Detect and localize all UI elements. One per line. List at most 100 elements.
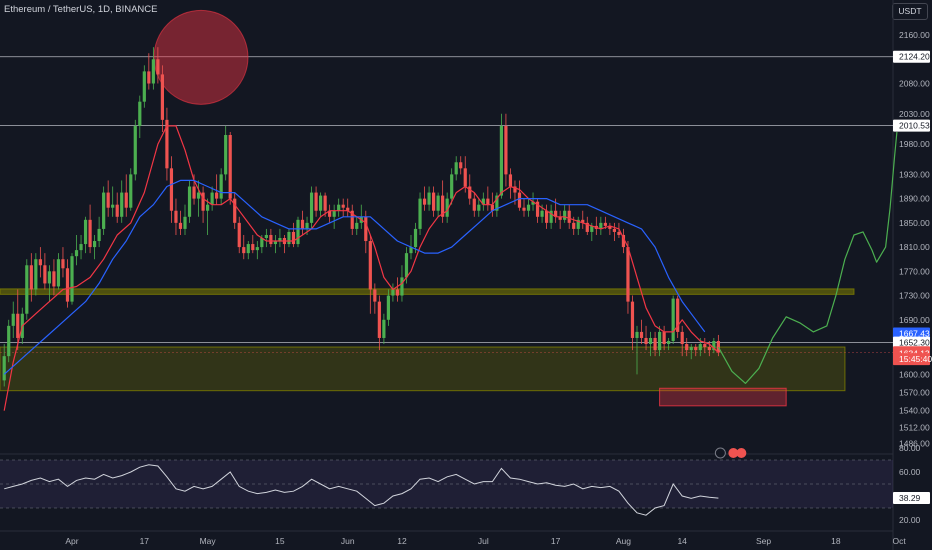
candle-body: [332, 210, 336, 217]
candle-body: [454, 162, 458, 175]
candle-body: [707, 347, 711, 351]
candle-body: [581, 219, 585, 223]
time-tick-label: 18: [831, 536, 841, 546]
candle-body: [427, 192, 431, 205]
candle-body: [653, 337, 657, 351]
candle-body: [88, 219, 92, 248]
ma-fast-line: [3, 125, 719, 411]
candle-body: [38, 259, 42, 266]
forecast-path: [717, 131, 898, 384]
candle-body: [251, 244, 255, 251]
candle-body: [445, 198, 449, 217]
candle-body: [400, 277, 404, 296]
candle-body: [346, 207, 350, 211]
candle-body: [694, 347, 698, 351]
candle-body: [25, 265, 29, 314]
time-tick-label: 17: [140, 536, 150, 546]
candle-body: [648, 337, 653, 345]
time-tick-label: Apr: [65, 536, 78, 546]
rsi-tick-label: 20.00: [899, 515, 921, 525]
event-icons: [714, 447, 747, 459]
time-tick-label: Oct: [893, 536, 907, 546]
candle-body: [129, 174, 133, 208]
candle-body: [549, 210, 553, 223]
rsi-value-box: [893, 492, 930, 505]
candle-body: [196, 192, 201, 199]
candle-body: [386, 295, 390, 320]
candle-body: [273, 241, 277, 245]
time-axis: Apr17May15Jun12Jul17Aug14Sep18Oct16: [65, 536, 907, 546]
price-label-text: 1652.30: [899, 338, 930, 348]
candle-body: [685, 344, 689, 351]
candle-body: [147, 71, 151, 84]
candle-body: [644, 337, 648, 345]
price-tick-label: 2160.00: [899, 30, 930, 40]
candle-body: [377, 301, 381, 338]
candle-body: [83, 219, 88, 245]
price-label-text: 15:45:40: [899, 354, 932, 364]
candle-body: [156, 59, 160, 75]
candle-body: [662, 331, 666, 345]
candle-body: [468, 186, 472, 199]
candle-body: [436, 195, 440, 211]
candle-body: [486, 198, 490, 205]
candle-body: [603, 222, 607, 226]
candle-body: [305, 222, 309, 229]
candle-body: [572, 222, 576, 229]
candle-body: [264, 234, 268, 238]
candle-body: [52, 271, 56, 287]
candle-body: [228, 135, 232, 199]
candle-body: [567, 210, 571, 223]
candle-body: [671, 298, 675, 341]
time-tick-label: Aug: [616, 536, 631, 546]
candle-body: [554, 210, 558, 217]
candle-body: [391, 289, 395, 296]
price-label-text: 1667.43: [899, 328, 930, 338]
candle-body: [323, 195, 327, 211]
candle-body: [689, 347, 693, 351]
candle-body: [680, 331, 684, 345]
candles: [2, 47, 720, 387]
moving-averages: [3, 125, 719, 411]
price-tick-label: 1486.00: [899, 438, 930, 448]
candle-body: [201, 192, 205, 211]
candle-body: [355, 222, 359, 229]
price-tick-label: 1512.00: [899, 423, 930, 433]
candle-body: [151, 59, 155, 84]
candle-body: [341, 204, 345, 208]
rsi-line: [4, 464, 719, 516]
price-tick-label: 1930.00: [899, 169, 930, 179]
price-tick-label: 1570.00: [899, 388, 930, 398]
candle-body: [210, 192, 214, 205]
candle-body: [395, 289, 400, 296]
candle-body: [300, 219, 305, 229]
price-tick-label: 1730.00: [899, 291, 930, 301]
candle-body: [508, 174, 513, 187]
candle-body: [192, 186, 196, 199]
price-tick-label: 1890.00: [899, 194, 930, 204]
candle-body: [269, 234, 273, 245]
candle-body: [545, 210, 549, 223]
candle-body: [246, 244, 250, 254]
candle-body: [522, 207, 526, 211]
rsi-value-text: 38.29: [899, 493, 921, 503]
candle-body: [409, 247, 413, 254]
candle-body: [242, 247, 246, 254]
candle-body: [16, 313, 20, 338]
candle-body: [47, 271, 51, 284]
candle-body: [535, 201, 540, 217]
price-tick-label: 1770.00: [899, 266, 930, 276]
candle-body: [422, 198, 427, 205]
candle-body: [93, 241, 97, 248]
price-label-box: [893, 327, 930, 340]
candle-body: [97, 228, 101, 242]
candle-body: [183, 216, 187, 229]
candle-body: [187, 186, 192, 217]
zone-support: [0, 346, 846, 392]
price-tick-label: 2030.00: [899, 109, 930, 119]
candle-body: [630, 301, 635, 338]
candle-body: [165, 119, 169, 169]
candle-body: [441, 195, 445, 217]
